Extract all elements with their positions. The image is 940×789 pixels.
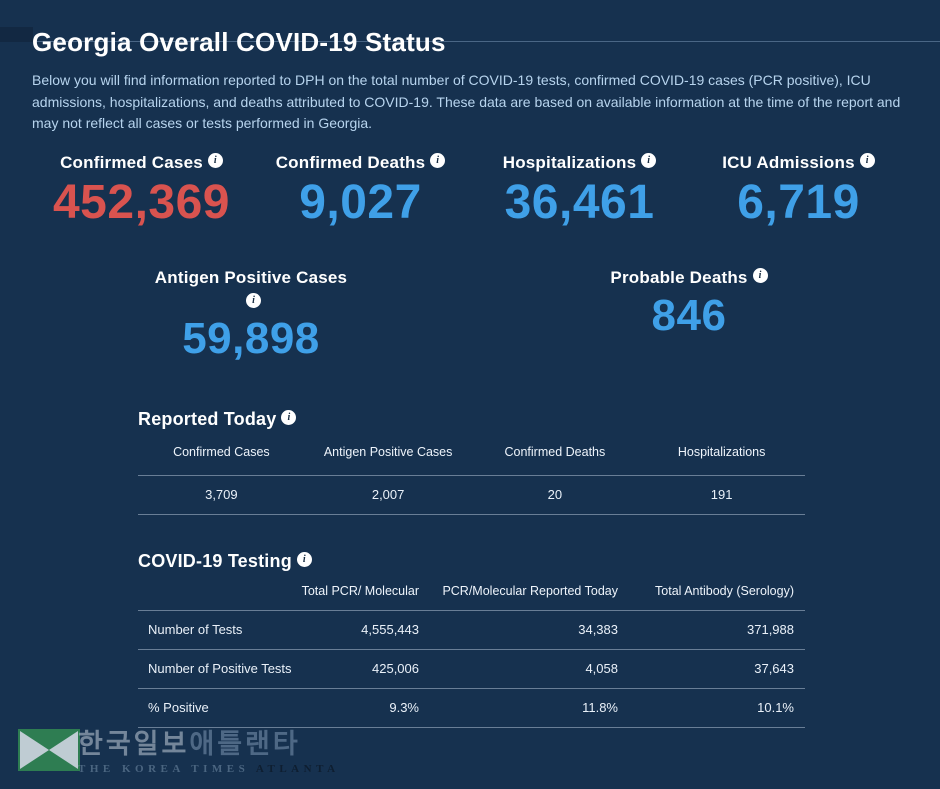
table-cell: 371,988	[747, 622, 794, 638]
row-label: % Positive	[148, 700, 209, 716]
watermark-korean-text: 한국일보애틀랜타	[78, 729, 340, 760]
info-icon[interactable]: i	[430, 153, 446, 169]
intro-text: Below you will find information reported…	[32, 72, 901, 132]
korea-times-watermark: 한국일보애틀랜타 THE KOREA TIMES ATLANTA	[18, 729, 340, 775]
reported-today-heading: Reported Today i	[138, 409, 805, 430]
reported-today-table: Confirmed Cases Antigen Positive Cases C…	[138, 442, 805, 515]
stat-label: Confirmed Deaths i	[251, 153, 470, 173]
stat-label-text: Antigen Positive Cases	[154, 268, 348, 288]
watermark-korean-secondary: 애틀랜타	[189, 729, 301, 759]
watermark-korean-primary: 한국일보	[78, 729, 190, 759]
stat-label-text: ICU Admissions	[722, 153, 855, 173]
table-cell: 425,006	[372, 661, 419, 677]
reported-today-values-row: 3,709 2,007 20 191	[138, 476, 805, 515]
stat-value: 846	[651, 291, 727, 341]
summary-stats-row-2: Antigen Positive Cases i 59,898 Probable…	[32, 268, 908, 362]
table-cell: 11.8%	[582, 700, 618, 716]
stat-value: 6,719	[737, 176, 860, 230]
stat-label: ICU Admissions i	[689, 153, 908, 173]
stat-antigen-positive-cases: Antigen Positive Cases i 59,898	[32, 268, 470, 362]
covid-testing-table: Total PCR/ Molecular PCR/Molecular Repor…	[138, 584, 805, 728]
stat-value: 452,369	[52, 176, 230, 230]
info-icon[interactable]: i	[246, 293, 261, 309]
reported-today-section: Reported Today i Confirmed Cases Antigen …	[138, 409, 805, 515]
table-cell: 191	[710, 486, 733, 502]
stat-label-text: Probable Deaths	[610, 268, 748, 288]
stat-confirmed-cases: Confirmed Cases i 452,369	[32, 153, 251, 228]
stat-probable-deaths: Probable Deaths i 846	[470, 268, 908, 362]
info-icon[interactable]: i	[296, 551, 312, 567]
info-icon[interactable]: i	[752, 268, 768, 284]
table-cell: 4,555,443	[361, 622, 419, 638]
stat-icu-admissions: ICU Admissions i 6,719	[689, 153, 908, 228]
korea-times-logo-icon	[18, 729, 80, 771]
info-icon[interactable]: i	[281, 409, 297, 425]
stat-value: 36,461	[504, 176, 655, 230]
stat-label: Antigen Positive Cases	[32, 268, 470, 288]
reported-today-header-row: Confirmed Cases Antigen Positive Cases C…	[138, 442, 805, 476]
info-icon[interactable]: i	[859, 153, 875, 169]
stat-info-row: i	[32, 293, 470, 311]
watermark-text: 한국일보애틀랜타 THE KOREA TIMES ATLANTA	[78, 729, 340, 775]
row-label: Number of Tests	[148, 622, 243, 638]
table-cell: 3,709	[205, 486, 238, 502]
table-cell: 20	[547, 486, 563, 502]
info-icon[interactable]: i	[207, 153, 223, 169]
watermark-english-secondary: ATLANTA	[255, 762, 340, 775]
table-cell: 10.1%	[757, 700, 794, 716]
stat-label: Confirmed Cases i	[32, 153, 251, 173]
table-cell: 37,643	[754, 661, 794, 677]
watermark-english-text: THE KOREA TIMES ATLANTA	[78, 763, 340, 775]
stat-value: 9,027	[299, 176, 422, 230]
covid-testing-heading-text: COVID-19 Testing	[138, 550, 292, 571]
row-label: Number of Positive Tests	[148, 661, 292, 677]
testing-header-row: Total PCR/ Molecular PCR/Molecular Repor…	[138, 584, 805, 611]
column-header: Confirmed Cases	[173, 444, 270, 459]
column-header-spacer	[138, 584, 288, 598]
table-cell: 4,058	[585, 661, 618, 677]
table-row-number-of-tests: Number of Tests 4,555,443 34,383 371,988	[138, 611, 805, 650]
column-header: Confirmed Deaths	[504, 444, 606, 459]
stat-value: 59,898	[182, 314, 320, 364]
stat-label: Probable Deaths i	[470, 268, 908, 288]
covid-testing-section: COVID-19 Testing i Total PCR/ Molecular P…	[138, 551, 805, 728]
dashboard: Georgia Overall COVID-19 Status Below yo…	[0, 27, 940, 728]
stat-label-text: Hospitalizations	[502, 153, 637, 173]
table-cell: 2,007	[371, 486, 405, 502]
top-divider	[0, 41, 940, 42]
column-header: Total PCR/ Molecular	[301, 583, 419, 598]
stat-label-text: Confirmed Deaths	[275, 153, 426, 173]
table-cell: 34,383	[578, 622, 618, 638]
stat-label: Hospitalizations i	[470, 153, 689, 173]
table-row-percent-positive: % Positive 9.3% 11.8% 10.1%	[138, 689, 805, 728]
column-header: Hospitalizations	[677, 444, 766, 459]
watermark-english-primary: THE KOREA TIMES	[78, 762, 250, 775]
covid-testing-heading: COVID-19 Testing i	[138, 551, 805, 572]
stat-label-text: Confirmed Cases	[60, 153, 203, 173]
column-header: Antigen Positive Cases	[323, 444, 453, 459]
top-left-corner-block	[0, 27, 33, 42]
stat-hospitalizations: Hospitalizations i 36,461	[470, 153, 689, 228]
column-header: PCR/Molecular Reported Today	[442, 583, 618, 598]
table-row-number-of-positive-tests: Number of Positive Tests 425,006 4,058 3…	[138, 650, 805, 689]
info-icon[interactable]: i	[641, 153, 657, 169]
page-title: Georgia Overall COVID-19 Status	[32, 27, 446, 57]
table-cell: 9.3%	[389, 700, 419, 716]
column-header: Total Antibody (Serology)	[655, 583, 794, 598]
summary-stats-row-1: Confirmed Cases i 452,369 Confirmed Death…	[32, 153, 908, 228]
stat-confirmed-deaths: Confirmed Deaths i 9,027	[251, 153, 470, 228]
reported-today-heading-text: Reported Today	[138, 408, 277, 429]
